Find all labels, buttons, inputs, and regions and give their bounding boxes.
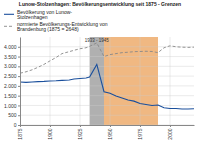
tick-mark xyxy=(18,96,20,97)
tick-label: 1.000 xyxy=(4,103,17,109)
grid xyxy=(20,37,194,125)
legend-label-line: Stolzenhagen xyxy=(17,14,48,20)
legend-swatch xyxy=(4,14,14,15)
tick-mark xyxy=(18,125,20,126)
tick-label: 2.500 xyxy=(4,73,17,79)
tick: 1975 xyxy=(137,125,143,140)
tick-mark xyxy=(18,115,20,116)
tick-mark xyxy=(18,86,20,87)
grid-line xyxy=(20,85,194,86)
tick-mark xyxy=(170,125,171,127)
tick-label: 0 xyxy=(14,122,17,128)
grid-line xyxy=(20,66,194,67)
tick: 500 xyxy=(8,112,20,118)
tick-label: 3.000 xyxy=(4,63,17,69)
tick-label: 1925 xyxy=(77,128,83,139)
chart: Lunow-Stolzenhagen: Bevölkerungsentwickl… xyxy=(0,0,200,141)
tick: 1.500 xyxy=(4,93,20,99)
tick: 2.500 xyxy=(4,73,20,79)
axis-line xyxy=(21,125,195,126)
legend-label: Bevölkerung von Lunow-Stolzenhagen xyxy=(17,9,72,21)
period-span xyxy=(90,37,104,125)
tick-mark xyxy=(18,76,20,77)
legend-label-line: Brandenburg (1875 = 2648) xyxy=(17,26,79,32)
axis-line xyxy=(20,38,21,126)
grid-line xyxy=(20,76,194,77)
tick-mark xyxy=(18,47,20,48)
tick: 1875 xyxy=(17,125,23,140)
tick-label: 4.000 xyxy=(4,44,17,50)
tick-mark xyxy=(18,57,20,58)
tick-label: 3.500 xyxy=(4,54,17,60)
tick: 1925 xyxy=(77,125,83,140)
tick: 1950 xyxy=(107,125,113,140)
tick: 1900 xyxy=(47,125,53,140)
tick-label: 1.500 xyxy=(4,93,17,99)
tick: 3.000 xyxy=(4,63,20,69)
span-label: 1933 - 1945 xyxy=(85,38,110,43)
tick-label: 1975 xyxy=(137,128,143,139)
grid-line xyxy=(140,37,141,125)
tick: 2000 xyxy=(167,125,173,140)
tick: 0 xyxy=(14,122,20,128)
legend-swatch xyxy=(4,26,14,27)
y-axis: 0 500 1.000 1.500 2.000 2.500 3.000 3.500 4.000 xyxy=(4,38,21,129)
tick: 4.000 xyxy=(4,44,20,50)
tick-label: 1900 xyxy=(47,128,53,139)
tick-label: 1950 xyxy=(107,128,113,139)
series-line xyxy=(20,64,194,109)
tick-mark xyxy=(18,66,20,67)
grid-line xyxy=(80,37,81,125)
tick-mark xyxy=(140,125,141,127)
tick-label: 500 xyxy=(8,112,17,118)
grid-line xyxy=(20,95,194,96)
tick: 2.000 xyxy=(4,83,20,89)
grid-line xyxy=(20,56,194,57)
tick-mark xyxy=(110,125,111,127)
grid-line xyxy=(20,115,194,116)
grid-line xyxy=(170,37,171,125)
grid-line xyxy=(20,105,194,106)
tick-mark xyxy=(18,105,20,106)
series-line xyxy=(20,43,194,73)
tick-label: 1875 xyxy=(17,128,23,139)
tick-label: 2.000 xyxy=(4,83,17,89)
period-span xyxy=(104,37,158,125)
tick-label: 2000 xyxy=(167,128,173,139)
tick-mark xyxy=(80,125,81,127)
legend-label: normierte Bevölkerungs-Entwicklung vonBr… xyxy=(17,21,108,33)
grid-line xyxy=(20,125,194,126)
x-axis: 1875 1900 1925 1950 1975 2000 xyxy=(17,125,194,140)
grid-line xyxy=(20,37,21,125)
title: Lunow-Stolzenhagen: Bevölkerungsentwickl… xyxy=(19,1,181,7)
tick: 3.500 xyxy=(4,54,20,60)
tick-mark xyxy=(50,125,51,127)
tick-mark xyxy=(20,125,21,127)
plot-area xyxy=(20,37,194,125)
legend: Bevölkerung von Lunow-Stolzenhagennormie… xyxy=(4,9,108,33)
grid-line xyxy=(110,37,111,125)
tick: 1.000 xyxy=(4,103,20,109)
